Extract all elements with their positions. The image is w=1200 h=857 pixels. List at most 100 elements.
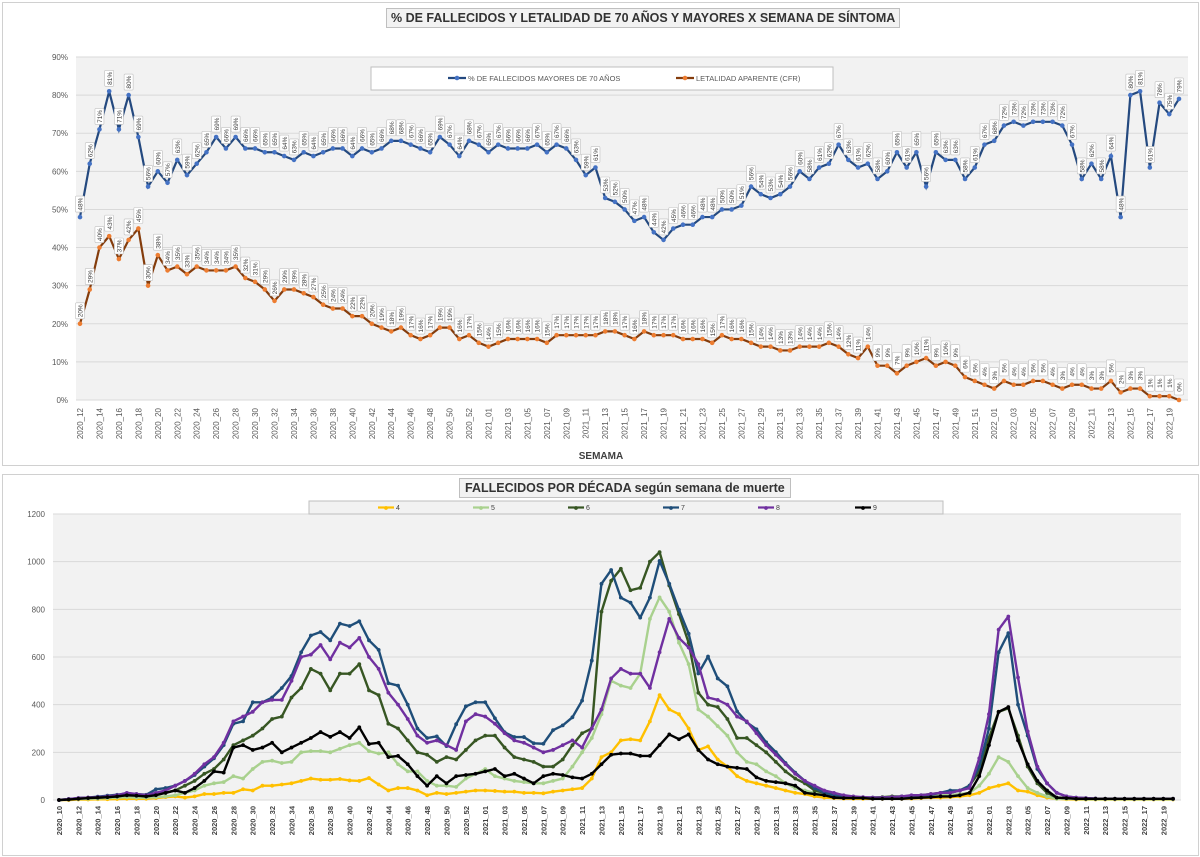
data-point [541, 774, 546, 779]
data-point [618, 751, 623, 756]
data-point [599, 581, 604, 586]
legend-marker-decade-8 [764, 506, 768, 510]
x-tick-label: 2020_18 [134, 407, 143, 439]
data-label: 65% [259, 130, 270, 148]
data-label-text: 42% [126, 220, 133, 233]
data-label-text: 44% [651, 213, 658, 226]
data-label-text: 17% [564, 315, 571, 328]
data-label-text: 5% [1109, 363, 1116, 373]
data-point [328, 657, 333, 662]
x-tick-label: 2020_44 [384, 805, 393, 835]
data-point [754, 743, 759, 748]
data-point [793, 790, 798, 795]
data-label-text: 63% [846, 140, 853, 153]
data-label-box [610, 180, 620, 198]
data-point [272, 149, 277, 155]
data-label-box [765, 325, 776, 342]
data-label-box [610, 310, 620, 327]
data-point [583, 172, 589, 178]
data-label-box [639, 195, 649, 213]
data-label-box [1096, 367, 1106, 384]
data-label: 61% [969, 146, 980, 163]
data-point [725, 764, 730, 769]
data-point [686, 662, 691, 667]
data-label-text: 38% [155, 235, 162, 248]
data-point [560, 776, 565, 781]
data-label-box [435, 115, 445, 133]
data-label-text: 61% [904, 148, 911, 161]
data-point [213, 268, 219, 273]
data-point [357, 779, 362, 783]
data-label: 66% [512, 127, 523, 144]
data-label-box [658, 218, 669, 236]
data-point [252, 146, 258, 151]
data-point [812, 783, 817, 788]
data-label-box [366, 302, 377, 320]
x-tick-label: 2021_01 [484, 407, 493, 439]
data-point [405, 717, 410, 721]
data-point [204, 149, 209, 155]
data-label-text: 29% [87, 270, 94, 283]
data-label: 48% [75, 195, 85, 213]
data-label-box [590, 146, 601, 163]
data-label-text: 9% [904, 348, 911, 358]
data-label-text: 62% [1089, 144, 1096, 157]
data-point [116, 256, 122, 262]
data-label-box [824, 321, 834, 339]
data-point [977, 764, 982, 769]
data-point [534, 142, 540, 147]
data-label-text: 5% [972, 363, 979, 373]
data-label-text: 14% [758, 327, 765, 340]
data-label-text: 64% [1109, 136, 1116, 149]
data-point [709, 340, 715, 346]
data-point [933, 363, 939, 369]
data-point [773, 780, 778, 785]
data-label: 64% [308, 134, 319, 152]
data-label-box [571, 313, 581, 331]
data-point [454, 790, 459, 795]
data-point [638, 754, 643, 758]
data-label: 67% [493, 123, 504, 140]
data-point [376, 782, 381, 787]
data-label-box [940, 138, 951, 156]
data-point [522, 776, 526, 781]
data-point [1006, 759, 1011, 764]
data-label-text: 11% [856, 339, 863, 352]
data-label-text: 66% [379, 129, 386, 142]
data-point [318, 777, 323, 782]
data-label: 22% [347, 294, 358, 312]
data-label-text: 13% [778, 331, 785, 344]
data-label-box [444, 123, 455, 140]
data-point [677, 636, 681, 640]
data-point [609, 752, 614, 757]
data-point [919, 795, 924, 800]
data-label-box [357, 127, 367, 144]
data-label-text: 34% [165, 251, 172, 264]
data-label-text: 40% [97, 228, 104, 241]
data-point [1059, 386, 1065, 391]
legend-marker-pct-70-plus [454, 75, 460, 81]
data-point [320, 302, 326, 308]
data-point [544, 340, 550, 346]
data-label: 63% [172, 138, 183, 156]
data-label-text: 64% [311, 136, 318, 149]
data-label: 33% [182, 252, 192, 270]
data-point [454, 722, 459, 727]
data-point [376, 667, 381, 671]
data-label-text: 58% [963, 159, 970, 172]
data-label-box [999, 359, 1009, 377]
x-tick-label: 2022_15 [1126, 407, 1135, 439]
data-point [991, 138, 997, 144]
data-label-box [853, 146, 863, 163]
data-point [768, 195, 773, 201]
data-point [434, 738, 439, 743]
data-point [875, 363, 880, 369]
data-label-text: 17% [554, 315, 561, 328]
data-point [174, 264, 180, 269]
data-label-box [1086, 142, 1097, 160]
data-label-text: 46% [681, 205, 688, 218]
data-label-text: 29% [262, 270, 269, 283]
data-label: 61% [814, 146, 824, 163]
data-point [715, 762, 720, 767]
data-point [291, 287, 297, 292]
